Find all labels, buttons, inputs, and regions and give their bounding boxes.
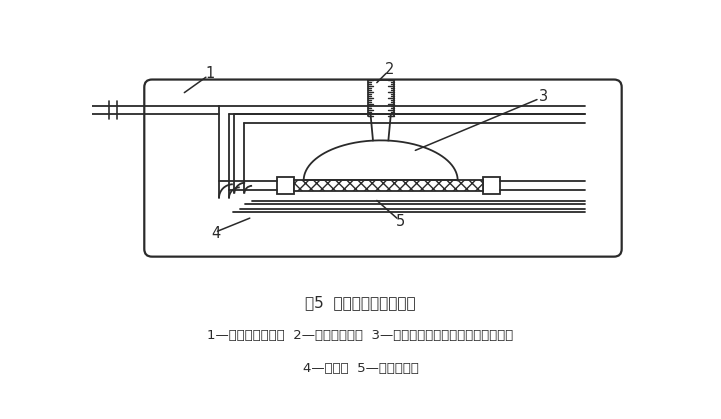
Text: 图5  气体渗漏试验的装置: 图5 气体渗漏试验的装置 xyxy=(305,295,416,310)
Text: 5: 5 xyxy=(396,214,405,229)
Bar xyxy=(277,177,293,194)
Text: 4: 4 xyxy=(211,226,221,241)
Text: 1—空气或氮气源；  2—倒置的量筒；  3—漏斗盖住软管及每个套筒的一半；: 1—空气或氮气源； 2—倒置的量筒； 3—漏斗盖住软管及每个套筒的一半； xyxy=(208,329,513,342)
Bar xyxy=(483,177,500,194)
Bar xyxy=(293,181,483,191)
Text: 1: 1 xyxy=(206,66,215,81)
Text: 2: 2 xyxy=(384,62,394,77)
Text: 3: 3 xyxy=(539,89,548,104)
Text: 4—水槽；  5—试验样管。: 4—水槽； 5—试验样管。 xyxy=(303,362,418,375)
